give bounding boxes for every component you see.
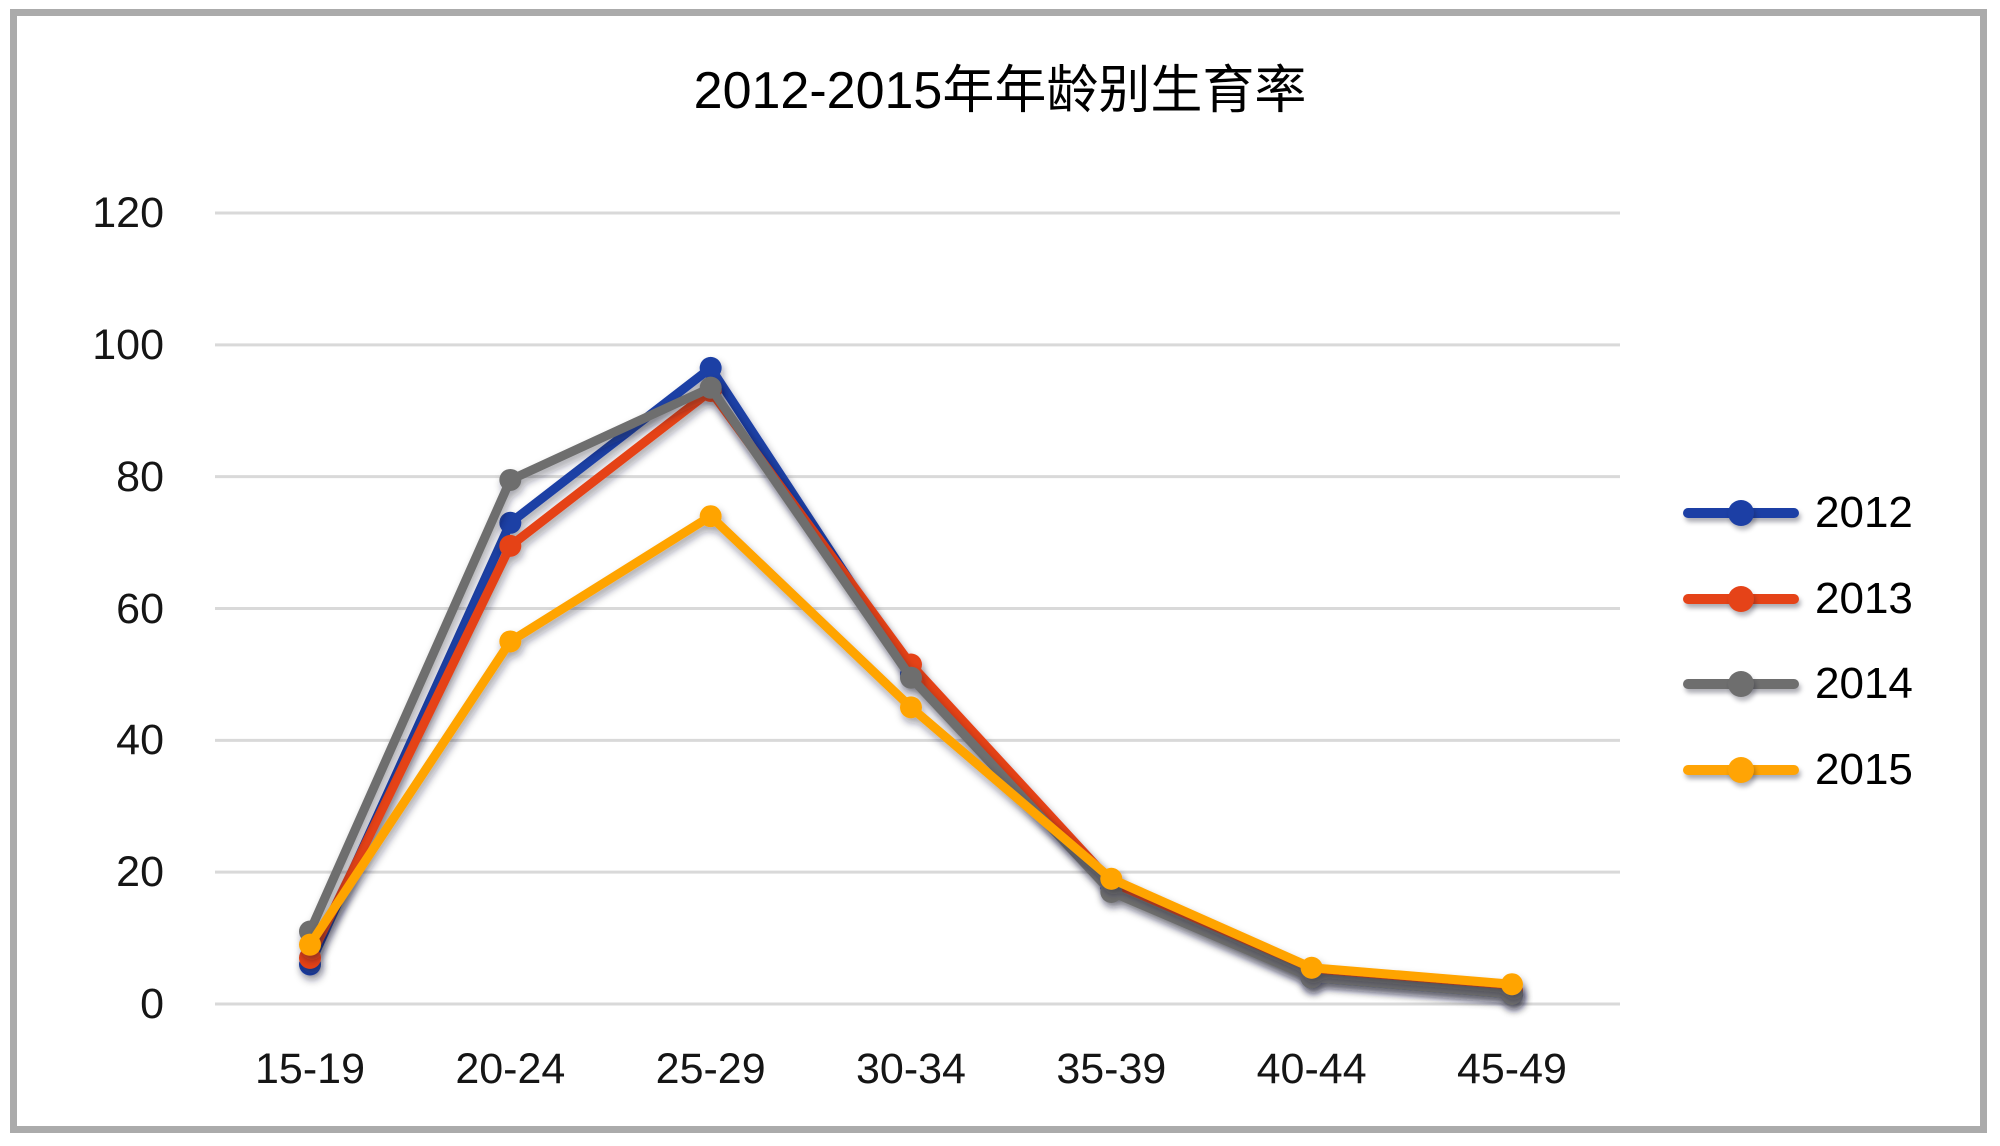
x-category-label-20-24: 20-24 [455,1045,566,1093]
legend-label-2014: 2014 [1815,659,1913,708]
series-2012-marker-20-24 [499,511,522,534]
legend-item-2014: 2014 [1683,661,1983,707]
legend-label-2013: 2013 [1815,573,1913,623]
series-2013-marker-20-24 [499,534,522,557]
series-2014-marker-25-29 [699,376,722,399]
y-tick-label-100: 100 [92,320,164,369]
series-2015 [299,505,1523,996]
series-2014-marker-20-24 [499,468,522,491]
series-2015-marker-45-49 [1500,973,1523,996]
series-2013-line [305,386,1517,996]
series-2015-marker-20-24 [499,630,522,653]
x-category-label-45-49: 45-49 [1456,1045,1567,1093]
legend-label-2012: 2012 [1815,488,1913,537]
series-2015-marker-30-34 [899,696,922,719]
chart-title: 2012-2015年年龄别生育率 [693,62,1307,120]
legend-item-2015: 2015 [1683,744,1983,794]
x-category-label-25-29: 25-29 [655,1045,766,1093]
series-2015-marker-15-19 [299,933,321,956]
y-tick-label-40: 40 [116,716,164,765]
y-tick-label-60: 60 [116,584,164,633]
series-2015-marker-25-29 [699,505,722,528]
y-tick-label-80: 80 [116,452,164,501]
legend-marker-icon-2013 [1728,585,1754,612]
x-category-label-15-19: 15-19 [255,1045,365,1093]
series-2012-marker-25-29 [699,356,722,379]
series-2014-marker-30-34 [899,666,922,689]
legend-marker-icon-2012 [1728,500,1754,526]
x-category-label-40-44: 40-44 [1256,1045,1367,1093]
x-category-label-35-39: 35-39 [1056,1045,1167,1093]
legend-marker-icon-2015 [1728,756,1754,783]
series-2015-marker-35-39 [1100,867,1123,890]
legend-marker-icon-2014 [1728,671,1754,697]
y-tick-label-0: 0 [140,980,164,1028]
gridlines [215,211,1620,1006]
legend-label-2015: 2015 [1815,744,1913,794]
series-2014-line [305,383,1517,999]
x-category-label-30-34: 30-34 [855,1045,966,1093]
legend-item-2012: 2012 [1683,490,1983,536]
y-tick-label-120: 120 [92,189,164,237]
y-tick-label-20: 20 [116,848,164,897]
series-layer [299,356,1523,1006]
series-2015-marker-40-44 [1300,956,1323,979]
legend-item-2013: 2013 [1683,573,1983,623]
